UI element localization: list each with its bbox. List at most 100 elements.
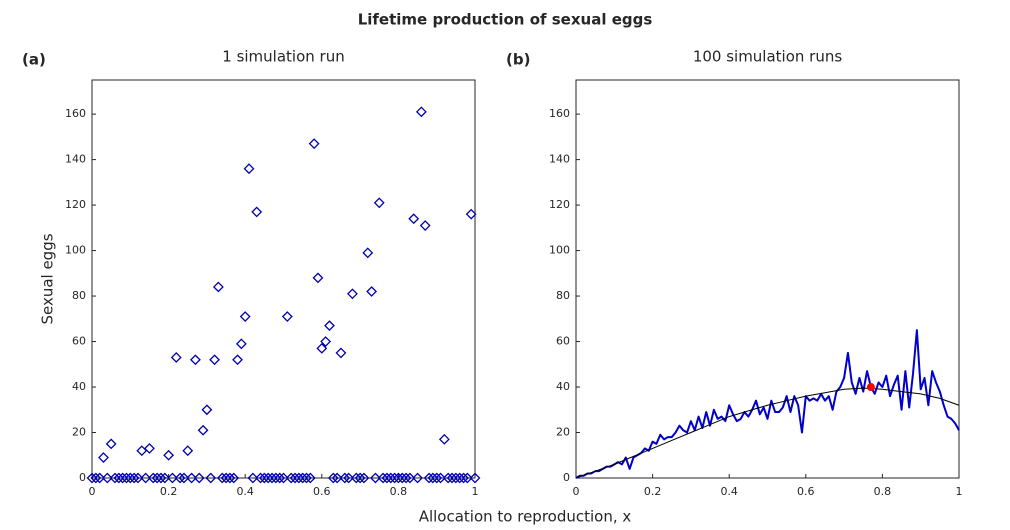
x-tick-label: 0.8 (390, 485, 408, 498)
data-point (404, 472, 416, 484)
data-point (159, 472, 171, 484)
y-tick-label: 100 (549, 244, 570, 257)
y-tick-label: 80 (72, 289, 86, 302)
data-point (339, 472, 351, 484)
data-point (320, 336, 332, 347)
data-point (258, 472, 270, 484)
axes-box (575, 79, 960, 479)
data-point (178, 472, 190, 484)
data-point (121, 472, 132, 484)
panel-title: 100 simulation runs (693, 48, 843, 66)
data-point (147, 472, 159, 484)
data-point (170, 352, 182, 363)
data-point (354, 472, 366, 484)
x-tick-label: 1 (472, 485, 479, 498)
y-tick-label: 120 (65, 198, 86, 211)
data-point (182, 445, 194, 457)
data-point (167, 472, 178, 484)
data-point (423, 472, 435, 484)
data-point (163, 449, 175, 461)
data-point (392, 472, 404, 484)
data-point (454, 472, 466, 484)
data-point (239, 311, 251, 322)
data-point (458, 472, 469, 484)
data-point (262, 472, 274, 484)
data-point (285, 472, 297, 484)
data-point (94, 472, 106, 484)
axes-box (91, 79, 476, 479)
x-tick-label: 0.2 (160, 485, 178, 498)
y-tick-label: 60 (72, 335, 86, 348)
data-point (385, 472, 397, 484)
y-tick-label: 20 (556, 426, 570, 439)
data-point (117, 472, 129, 484)
y-tick-label: 140 (65, 153, 86, 166)
data-point (469, 472, 481, 484)
data-point (235, 338, 247, 350)
data-point (316, 342, 328, 354)
data-point (281, 311, 293, 322)
data-point (113, 472, 125, 484)
data-point (186, 472, 197, 484)
data-point (446, 472, 458, 484)
data-point (389, 472, 400, 484)
data-point (155, 472, 167, 484)
x-tick-label: 0.2 (644, 485, 662, 498)
data-point (128, 472, 140, 484)
data-point (335, 347, 347, 359)
data-point (293, 472, 305, 484)
data-point (297, 472, 309, 484)
data-point (274, 472, 286, 484)
data-point (151, 472, 163, 484)
data-point (427, 472, 439, 484)
data-point (189, 354, 201, 366)
data-point (415, 106, 427, 118)
data-point (212, 281, 224, 293)
x-tick-label: 0 (573, 485, 580, 498)
data-point (174, 472, 186, 484)
data-point (324, 320, 335, 332)
y-tick-label: 160 (65, 107, 86, 120)
data-point (86, 472, 98, 484)
y-tick-label: 120 (549, 198, 570, 211)
x-tick-label: 0.8 (874, 485, 892, 498)
data-point (442, 472, 454, 484)
data-point (289, 472, 301, 484)
data-point (90, 472, 102, 484)
data-point (205, 472, 217, 484)
y-tick-label: 40 (556, 380, 570, 393)
y-tick-label: 20 (72, 426, 86, 439)
data-point (247, 472, 259, 484)
data-point (270, 472, 282, 484)
y-tick-label: 40 (72, 380, 86, 393)
data-point (216, 472, 228, 484)
x-tick-label: 0 (89, 485, 96, 498)
data-point (224, 472, 236, 484)
x-tick-label: 0.6 (797, 485, 815, 498)
data-point (435, 472, 446, 484)
data-point (438, 433, 450, 445)
data-point (366, 286, 378, 297)
data-point (350, 472, 362, 484)
data-point (278, 472, 289, 484)
y-tick-label: 60 (556, 335, 570, 348)
data-point (220, 472, 232, 484)
data-point (419, 220, 431, 231)
data-point (461, 472, 473, 484)
data-point (197, 424, 209, 436)
data-point (362, 247, 374, 259)
x-tick-label: 0.6 (313, 485, 331, 498)
optimum-point (866, 383, 875, 392)
y-tick-label: 0 (563, 471, 570, 484)
y-tick-label: 80 (556, 289, 570, 302)
data-point (358, 472, 370, 484)
x-tick-label: 1 (956, 485, 963, 498)
data-point (412, 472, 423, 484)
data-point (308, 138, 320, 150)
data-point (465, 208, 477, 220)
data-point (105, 438, 117, 450)
data-point (304, 472, 316, 484)
data-point (243, 163, 255, 175)
data-point (377, 472, 389, 484)
